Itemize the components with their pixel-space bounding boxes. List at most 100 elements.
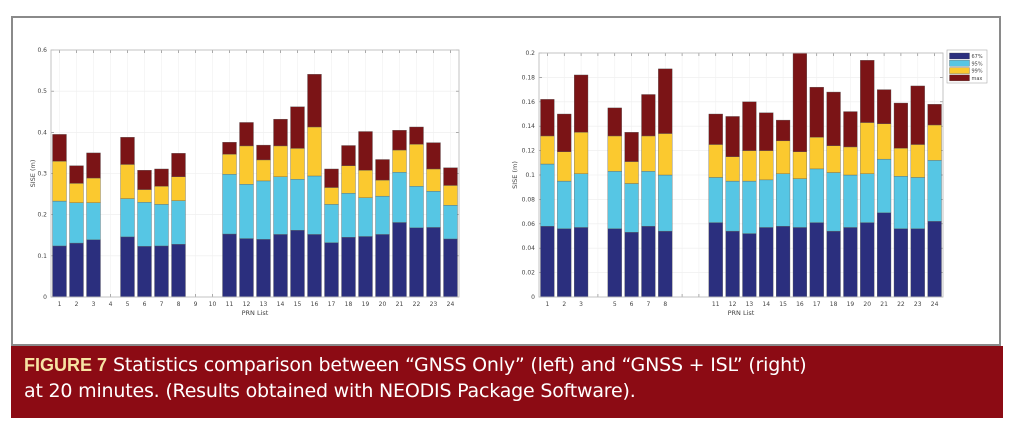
y-tick-label: 0.1 bbox=[525, 172, 535, 179]
bar-segment-67pct-prn-24 bbox=[443, 238, 458, 298]
bar-segment-99pct-prn-16 bbox=[792, 151, 807, 179]
bar-segment-max-prn-11 bbox=[708, 113, 723, 145]
x-tick-label: 7 bbox=[160, 301, 164, 308]
y-tick-label: 0.4 bbox=[37, 129, 47, 136]
bar-segment-max-prn-2 bbox=[557, 113, 572, 152]
bar-segment-max-prn-13 bbox=[256, 144, 271, 161]
y-tick-label: 0.16 bbox=[522, 99, 536, 106]
bar-segment-max-prn-19 bbox=[358, 131, 373, 171]
bar-segment-95pct-prn-22 bbox=[893, 176, 908, 229]
x-tick-label: 19 bbox=[362, 301, 370, 308]
bar-segment-99pct-prn-3 bbox=[574, 132, 589, 174]
bar-segment-max-prn-11 bbox=[222, 142, 237, 155]
bar-segment-max-prn-21 bbox=[877, 89, 892, 124]
bar-segment-95pct-prn-16 bbox=[307, 175, 322, 235]
bar-segment-95pct-prn-5 bbox=[607, 171, 622, 229]
y-tick-label: 0 bbox=[531, 294, 535, 301]
figure-label: FIGURE 7 bbox=[24, 355, 108, 375]
x-tick-label: 2 bbox=[562, 301, 566, 308]
legend-label: 95% bbox=[972, 61, 983, 67]
x-tick-label: 20 bbox=[863, 301, 871, 308]
bar-segment-max-prn-23 bbox=[910, 85, 925, 145]
x-tick-label: 16 bbox=[311, 301, 319, 308]
bar-segment-99pct-prn-19 bbox=[358, 170, 373, 198]
x-tick-label: 15 bbox=[779, 301, 787, 308]
bar-segment-95pct-prn-13 bbox=[742, 180, 757, 234]
bar-segment-95pct-prn-8 bbox=[658, 174, 673, 232]
bar-segment-67pct-prn-3 bbox=[86, 239, 101, 298]
bar-segment-67pct-prn-18 bbox=[826, 230, 841, 298]
bar-segment-67pct-prn-7 bbox=[154, 245, 169, 298]
x-tick-label: 5 bbox=[126, 301, 130, 308]
bar-segment-99pct-prn-5 bbox=[120, 164, 135, 199]
x-tick-label: 18 bbox=[345, 301, 353, 308]
legend-swatch-95pct bbox=[949, 60, 970, 67]
bar-segment-99pct-prn-13 bbox=[256, 159, 271, 182]
bar-segment-max-prn-6 bbox=[624, 132, 639, 162]
bar-segment-95pct-prn-20 bbox=[375, 195, 390, 235]
bar-segment-99pct-prn-6 bbox=[137, 189, 152, 203]
bar-segment-67pct-prn-22 bbox=[409, 227, 424, 298]
bar-segment-67pct-prn-12 bbox=[725, 230, 740, 298]
bar-segment-67pct-prn-15 bbox=[776, 226, 791, 298]
bar-segment-max-prn-3 bbox=[86, 152, 101, 179]
bar-segment-99pct-prn-8 bbox=[171, 176, 186, 201]
bar-segment-99pct-prn-6 bbox=[624, 161, 639, 184]
y-tick-label: 0.18 bbox=[522, 74, 536, 81]
bar-segment-95pct-prn-20 bbox=[860, 173, 875, 223]
bar-segment-99pct-prn-3 bbox=[86, 177, 101, 203]
bar-segment-67pct-prn-23 bbox=[910, 228, 925, 298]
bar-segment-67pct-prn-17 bbox=[809, 222, 824, 298]
bar-segment-95pct-prn-23 bbox=[910, 177, 925, 229]
bar-segment-67pct-prn-21 bbox=[392, 222, 407, 298]
bar-segment-67pct-prn-2 bbox=[557, 228, 572, 298]
bar-segment-max-prn-12 bbox=[239, 122, 254, 147]
bar-segment-67pct-prn-19 bbox=[843, 227, 858, 298]
y-tick-label: 0.6 bbox=[37, 47, 47, 54]
bar-segment-max-prn-7 bbox=[641, 94, 656, 137]
bar-segment-95pct-prn-1 bbox=[540, 163, 555, 227]
bar-segment-67pct-prn-17 bbox=[324, 242, 339, 298]
bar-segment-95pct-prn-6 bbox=[137, 202, 152, 247]
x-tick-label: 1 bbox=[546, 301, 550, 308]
bar-segment-95pct-prn-11 bbox=[708, 177, 723, 223]
bar-segment-99pct-prn-21 bbox=[877, 123, 892, 160]
bar-segment-max-prn-2 bbox=[69, 165, 84, 184]
bar-segment-95pct-prn-2 bbox=[69, 202, 84, 244]
bar-segment-67pct-prn-5 bbox=[120, 236, 135, 298]
bar-segment-95pct-prn-17 bbox=[809, 168, 824, 223]
x-tick-label: 10 bbox=[209, 301, 217, 308]
bar-segment-95pct-prn-11 bbox=[222, 174, 237, 235]
bar-segment-99pct-prn-14 bbox=[273, 145, 288, 177]
chart-gnss-isl: 0 0.02 0.04 0.06 0.08 0.1 0.12 0.14 0.16 0.18 0.2 1… bbox=[511, 49, 988, 317]
bar-segment-99pct-prn-20 bbox=[860, 122, 875, 174]
bar-segment-67pct-prn-8 bbox=[171, 244, 186, 298]
bar-segment-67pct-prn-21 bbox=[877, 212, 892, 298]
bar-segment-max-prn-8 bbox=[658, 68, 673, 134]
x-tick-label: 24 bbox=[447, 301, 455, 308]
bar-segment-max-prn-20 bbox=[375, 159, 390, 181]
x-tick-label: 13 bbox=[260, 301, 268, 308]
x-tick-label: 11 bbox=[226, 301, 234, 308]
bar-segment-max-prn-5 bbox=[607, 107, 622, 137]
bar-segment-67pct-prn-20 bbox=[860, 222, 875, 298]
bar-segment-max-prn-8 bbox=[171, 153, 186, 177]
bar-segment-95pct-prn-23 bbox=[426, 191, 441, 228]
bar-segment-max-prn-3 bbox=[574, 74, 589, 133]
bar-segment-95pct-prn-7 bbox=[154, 204, 169, 247]
bar-segment-95pct-prn-6 bbox=[624, 183, 639, 233]
bar-segment-99pct-prn-24 bbox=[927, 124, 942, 161]
y-tick-label: 0.04 bbox=[522, 245, 536, 252]
bar-segment-95pct-prn-15 bbox=[290, 179, 305, 231]
bar-segment-67pct-prn-12 bbox=[239, 238, 254, 298]
y-tick-label: 0.14 bbox=[522, 123, 536, 130]
bar-segment-95pct-prn-16 bbox=[792, 178, 807, 228]
axes-box bbox=[50, 49, 460, 298]
bar-segment-95pct-prn-14 bbox=[273, 176, 288, 235]
bar-segment-95pct-prn-19 bbox=[843, 174, 858, 228]
bar-segment-99pct-prn-23 bbox=[910, 144, 925, 178]
bar-segment-99pct-prn-22 bbox=[893, 147, 908, 177]
x-tick-label: 22 bbox=[413, 301, 421, 308]
bar-segment-67pct-prn-19 bbox=[358, 236, 373, 298]
bar-segment-max-prn-15 bbox=[290, 106, 305, 149]
